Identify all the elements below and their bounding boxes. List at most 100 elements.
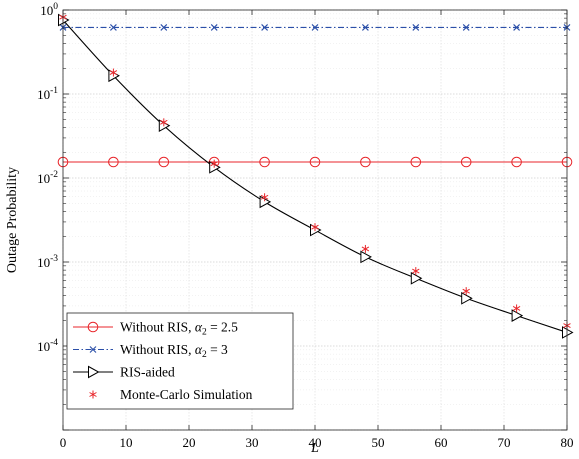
y-tick-base: 10	[37, 339, 50, 354]
x-axis-label: L	[310, 441, 319, 456]
data-point	[261, 24, 268, 31]
legend-label-symbol: α	[195, 342, 203, 357]
marker-stroke	[362, 24, 369, 31]
marker-stroke	[210, 24, 218, 31]
marker-stroke	[89, 346, 97, 353]
data-point	[110, 24, 117, 31]
y-tick-exponent: -3	[50, 254, 58, 264]
data-point	[311, 223, 319, 232]
legend-box	[66, 312, 294, 410]
series-1	[57, 156, 573, 168]
y-tick-label: 10-1	[37, 86, 58, 102]
data-point	[362, 24, 369, 31]
y-tick-base: 10	[40, 3, 53, 18]
legend-item: Monte-Carlo Simulation	[89, 387, 253, 402]
marker-stroke	[462, 288, 470, 294]
data-point	[360, 156, 371, 168]
data-point	[210, 24, 218, 31]
legend-item: RIS-aided	[73, 365, 175, 380]
data-point	[210, 159, 218, 168]
data-point	[462, 287, 470, 296]
data-point	[360, 250, 372, 264]
legend-label: RIS-aided	[120, 365, 175, 380]
x-tick-label: 40	[309, 435, 322, 450]
y-tick-label: 10-2	[37, 170, 58, 186]
data-point	[410, 156, 422, 168]
x-tick-label: 20	[183, 435, 196, 450]
data-point	[158, 156, 170, 168]
series-layer	[57, 13, 574, 339]
legend-item: Without RIS, α2 = 2.5	[73, 320, 238, 338]
x-tick-labels: 0 10 20 30 40 50 60 70 80	[60, 435, 574, 450]
data-point	[108, 156, 119, 168]
marker-stroke	[110, 24, 117, 31]
legend-label: Monte-Carlo Simulation	[120, 387, 253, 402]
data-point	[88, 365, 100, 379]
legend-label-prefix: RIS-aided	[120, 365, 175, 380]
marker-stroke	[89, 392, 97, 397]
marker-stroke	[261, 24, 268, 31]
marker-stroke	[109, 70, 118, 75]
x-tick-label: 60	[435, 435, 448, 450]
y-tick-label: 100	[40, 2, 58, 18]
y-tick-exponent: -2	[50, 170, 58, 180]
y-axis-label: Outage Probability	[5, 167, 20, 273]
data-point	[160, 24, 168, 31]
y-tick-label: 10-4	[37, 338, 58, 354]
data-point	[562, 326, 574, 339]
marker-stroke	[462, 24, 470, 31]
marker-stroke	[260, 194, 269, 200]
data-point	[462, 24, 470, 31]
data-point	[260, 193, 269, 202]
data-point	[259, 156, 270, 168]
legend-label-prefix: Monte-Carlo Simulation	[120, 387, 253, 402]
y-tick-base: 10	[37, 87, 50, 102]
plot-frame	[62, 9, 568, 431]
legend-label-suffix: = 2.5	[207, 320, 238, 335]
marker-stroke	[512, 306, 521, 311]
data-point	[512, 304, 521, 313]
series-4	[59, 13, 571, 330]
data-point	[109, 68, 118, 77]
marker-stroke	[311, 24, 319, 31]
legend-label-prefix: Without RIS,	[120, 342, 195, 357]
data-point	[461, 291, 473, 305]
marker-stroke	[412, 268, 420, 274]
x-tick-label: 10	[120, 435, 133, 450]
data-point	[309, 156, 321, 168]
marker-stroke	[160, 119, 168, 125]
legend-label-subscript: 2	[202, 350, 207, 360]
data-point	[511, 156, 522, 168]
marker-stroke	[210, 161, 218, 167]
data-point	[412, 24, 420, 31]
x-tick-label: 0	[60, 435, 67, 450]
data-point	[513, 24, 520, 31]
legend-label-subscript: 2	[202, 328, 207, 338]
marker-stroke	[160, 24, 168, 31]
y-tick-label: 10-3	[37, 254, 58, 270]
marker-stroke	[412, 24, 420, 31]
data-point	[361, 244, 370, 253]
data-point	[311, 24, 319, 31]
legend-label: Without RIS, α2 = 2.5	[120, 320, 238, 338]
legend-label-suffix: = 3	[207, 342, 228, 357]
data-point	[460, 156, 472, 168]
y-tick-base: 10	[37, 171, 50, 186]
x-tick-label: 70	[498, 435, 511, 450]
y-tick-exponent: 0	[53, 2, 58, 12]
marker-stroke	[361, 246, 370, 252]
x-tick-label: 30	[246, 435, 259, 450]
legend-label-prefix: Without RIS,	[120, 320, 195, 335]
data-point	[87, 321, 99, 333]
y-tick-exponent: -1	[50, 86, 58, 96]
x-tick-label: 80	[561, 435, 574, 450]
data-point	[89, 390, 97, 399]
legend-label-symbol: α	[195, 320, 203, 335]
marker-stroke	[513, 24, 520, 31]
legend-label: Without RIS, α2 = 3	[120, 342, 228, 360]
data-point	[89, 346, 97, 353]
y-tick-base: 10	[37, 255, 50, 270]
